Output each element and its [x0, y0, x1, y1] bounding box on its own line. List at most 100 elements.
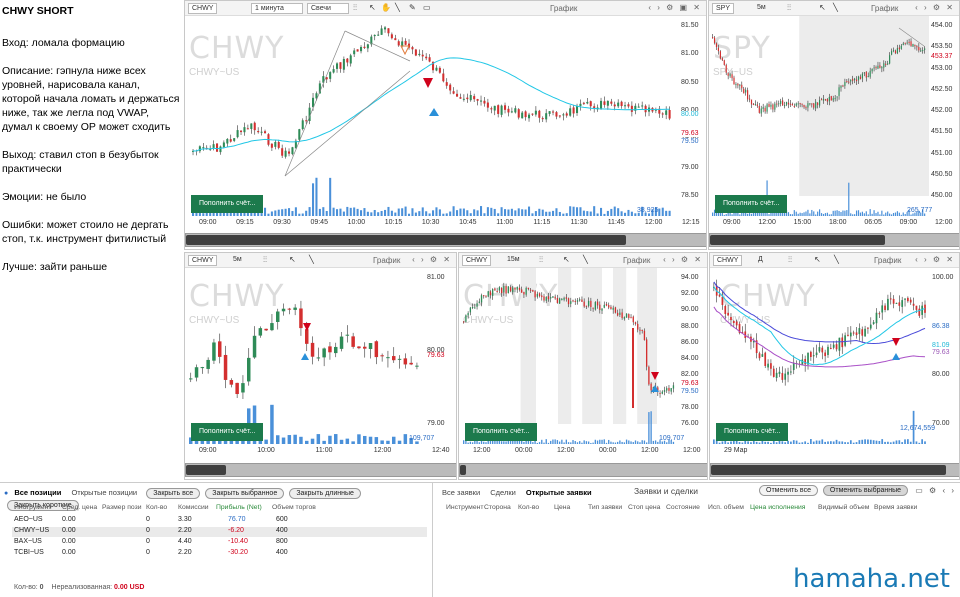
table-row[interactable]: AEO~US 0.00 0 3.30 76.70 600 [12, 516, 427, 526]
col-commission[interactable]: Комиссии [178, 504, 209, 511]
tab-open-orders[interactable]: Открытые заявки [525, 488, 592, 497]
deposit-button[interactable]: Пополнить счёт... [191, 423, 264, 441]
line-tool-icon[interactable]: ╲ [583, 255, 588, 264]
tab-all-orders[interactable]: Все заявки [442, 488, 481, 497]
volume-bar [750, 442, 752, 444]
symbol-selector[interactable]: CHWY [188, 3, 218, 14]
line-tool-icon[interactable]: ╲ [309, 255, 314, 264]
deposit-button[interactable]: Пополнить счёт... [715, 195, 788, 213]
tab-trades[interactable]: Сделки [490, 488, 516, 497]
line-tool-icon[interactable]: ╲ [833, 3, 838, 12]
line-tool-icon[interactable]: ╲ [395, 3, 400, 12]
price-chart-main[interactable] [185, 16, 679, 216]
col-volume[interactable]: Объем торгов [272, 504, 316, 511]
col-pnl[interactable]: Прибыль (Net) [216, 504, 262, 511]
cancel-selected-button[interactable]: Отменить выбранные [822, 485, 909, 496]
volume-bar [920, 212, 922, 216]
candle [486, 102, 489, 108]
tab-open-positions[interactable]: Открытые позиции [71, 488, 138, 497]
price-chart-5m[interactable] [185, 268, 425, 444]
window-controls[interactable]: ‹ › ⚙ ✕ [915, 3, 955, 12]
line-tool-icon[interactable]: ╲ [834, 255, 839, 264]
cursor-icon[interactable]: ↖ [563, 255, 570, 264]
col-avg-price[interactable]: Сред. цена [62, 504, 98, 511]
window-controls[interactable]: ‹ › ⚙ ✕ [663, 255, 703, 264]
order-col-10[interactable]: Время заявки [874, 504, 918, 511]
price-tag: 79.50 [681, 138, 699, 145]
deposit-button[interactable]: Пополнить счёт... [716, 423, 789, 441]
cursor-icon[interactable]: ↖ [289, 255, 296, 264]
price-chart-15m[interactable] [459, 268, 679, 444]
table-row[interactable]: TCBI~US 0.00 0 2.20 -30.20 400 [12, 549, 427, 559]
chart-type-icon[interactable]: ⫶⫶ [788, 255, 792, 264]
candle [558, 298, 561, 304]
deposit-button[interactable]: Пополнить счёт... [465, 423, 538, 441]
candle [841, 337, 844, 348]
timeframe-selector[interactable]: 1 минута [251, 3, 303, 14]
candle [666, 388, 668, 391]
pencil-icon[interactable]: ✎ [409, 3, 416, 12]
col-instrument[interactable]: Инструмент [14, 504, 52, 511]
panel-controls[interactable]: ▭ ⚙ ‹ › [915, 486, 956, 495]
price-chart-daily[interactable] [710, 268, 930, 444]
deposit-button[interactable]: Пополнить счёт... [191, 195, 264, 213]
order-col-7[interactable]: Исп. объем [708, 504, 744, 511]
volume-bar [478, 442, 480, 444]
candle [910, 41, 912, 46]
symbol-selector[interactable]: CHWY [188, 255, 218, 266]
table-row[interactable]: BAX~US 0.00 0 4.40 -10.40 800 [12, 538, 427, 548]
order-col-2[interactable]: Кол-во [518, 504, 540, 511]
volume-bar [651, 209, 654, 216]
symbol-selector[interactable]: CHWY [713, 255, 743, 266]
cursor-icon[interactable]: ↖ [819, 3, 826, 12]
order-col-9[interactable]: Видимый объем [818, 504, 870, 511]
order-col-5[interactable]: Стоп цена [628, 504, 661, 511]
timeframe-selector[interactable]: Д [758, 256, 763, 263]
symbol-selector[interactable]: SPY [712, 3, 735, 14]
close-long-button[interactable]: Закрыть длинные [289, 488, 361, 499]
chart-type-icon[interactable]: ⫶⫶ [539, 255, 543, 264]
tab-all-positions[interactable]: Все позиции [14, 488, 62, 497]
chart-scrollbar[interactable] [185, 233, 706, 247]
chart-scrollbar[interactable] [185, 463, 456, 477]
candle [871, 69, 873, 72]
order-col-4[interactable]: Тип заявки [588, 504, 623, 511]
close-all-button[interactable]: Закрыть все [146, 488, 201, 499]
volume-bar [565, 439, 567, 444]
order-col-0[interactable]: Инструмент [446, 504, 484, 511]
price-chart-spy[interactable] [709, 16, 929, 216]
chart-type-icon[interactable]: ⫶⫶ [263, 255, 267, 264]
candle [260, 131, 263, 133]
candle [807, 352, 809, 365]
chart-scrollbar[interactable] [709, 233, 959, 247]
hand-icon[interactable]: ✋ [381, 3, 391, 12]
indicators-icon[interactable]: ⫶⫶ [353, 3, 357, 12]
order-col-1[interactable]: Сторона [484, 504, 511, 511]
chart-type-icon[interactable]: ⫶⫶ [787, 3, 791, 12]
window-controls[interactable]: ‹ › ⚙ ✕ [915, 255, 955, 264]
close-selected-button[interactable]: Закрыть выбранное [205, 488, 285, 499]
volume-bar [205, 212, 208, 216]
window-controls[interactable]: ‹ › ⚙ ✕ [412, 255, 452, 264]
chart-type-selector[interactable]: Свечи [307, 3, 349, 14]
timeframe-selector[interactable]: 5м [233, 256, 242, 263]
window-controls[interactable]: ‹ › ⚙ ▣ ✕ [648, 3, 702, 12]
cancel-all-button[interactable]: Отменить все [759, 485, 818, 496]
symbol-selector[interactable]: CHWY [462, 255, 492, 266]
col-position-size[interactable]: Размер пози [102, 504, 142, 511]
volume-bar [715, 211, 718, 216]
cursor-icon[interactable]: ↖ [814, 255, 821, 264]
chart-scrollbar[interactable] [459, 463, 707, 477]
close-short-button[interactable]: Закрыть короткие [7, 500, 79, 511]
timeframe-selector[interactable]: 5м [757, 4, 766, 11]
rect-tool-icon[interactable]: ▭ [423, 3, 431, 12]
order-col-3[interactable]: Цена [554, 504, 571, 511]
timeframe-selector[interactable]: 15м [507, 256, 520, 263]
order-col-6[interactable]: Состояние [666, 504, 700, 511]
col-qty[interactable]: Кол-во [146, 504, 168, 511]
chart-scrollbar[interactable] [710, 463, 959, 477]
order-col-8[interactable]: Цена исполнения [750, 504, 806, 511]
table-row[interactable]: CHWY~US 0.00 0 2.20 -6.20 400 [12, 527, 427, 537]
cursor-icon[interactable]: ↖ [369, 3, 376, 12]
volume-bar [627, 209, 630, 216]
